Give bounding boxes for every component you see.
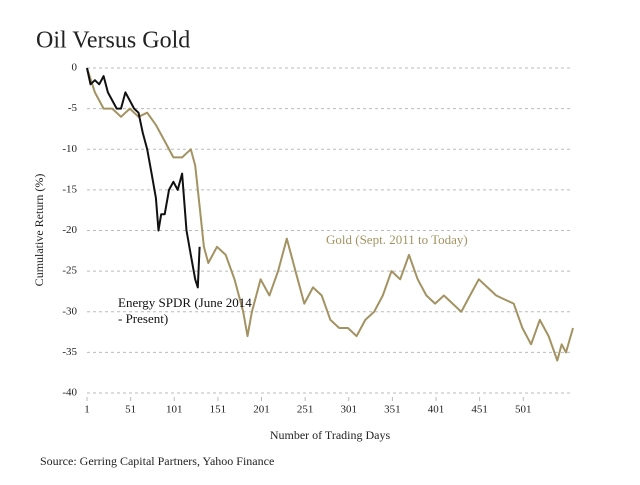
x-tick-label: 151 — [210, 404, 227, 416]
source-note: Source: Gerring Capital Partners, Yahoo … — [40, 454, 274, 468]
y-tick-label: -30 — [62, 305, 77, 317]
y-tick-label: -5 — [68, 102, 78, 114]
y-tick-label: -25 — [62, 265, 77, 277]
x-tick-label: 1 — [84, 404, 90, 416]
x-tick-label: 51 — [125, 404, 136, 416]
y-axis-label: Cumulative Return (%) — [32, 174, 46, 287]
y-tick-label: -40 — [62, 387, 77, 399]
series-line — [86, 67, 574, 362]
y-tick-label: -15 — [62, 183, 77, 195]
x-tick-label: 401 — [428, 404, 445, 416]
chart-title: Oil Versus Gold — [36, 28, 190, 54]
series-label: Energy SPDR (June 2014 - Present) — [118, 295, 252, 326]
x-tick-label: 101 — [166, 404, 183, 416]
series-label: Gold (Sept. 2011 to Today) — [326, 232, 468, 247]
y-tick-label: -10 — [62, 143, 77, 155]
x-tick-label: 251 — [297, 404, 314, 416]
x-tick-label: 351 — [384, 404, 401, 416]
y-tick-label: -35 — [62, 346, 77, 358]
x-axis-label: Number of Trading Days — [270, 428, 391, 442]
y-tick-label: 0 — [72, 62, 78, 74]
x-tick-label: 501 — [515, 404, 532, 416]
x-tick-label: 451 — [471, 404, 488, 416]
x-tick-label: 301 — [341, 404, 358, 416]
series-line — [86, 67, 201, 289]
y-tick-label: -20 — [62, 224, 77, 236]
x-tick-label: 201 — [253, 404, 270, 416]
